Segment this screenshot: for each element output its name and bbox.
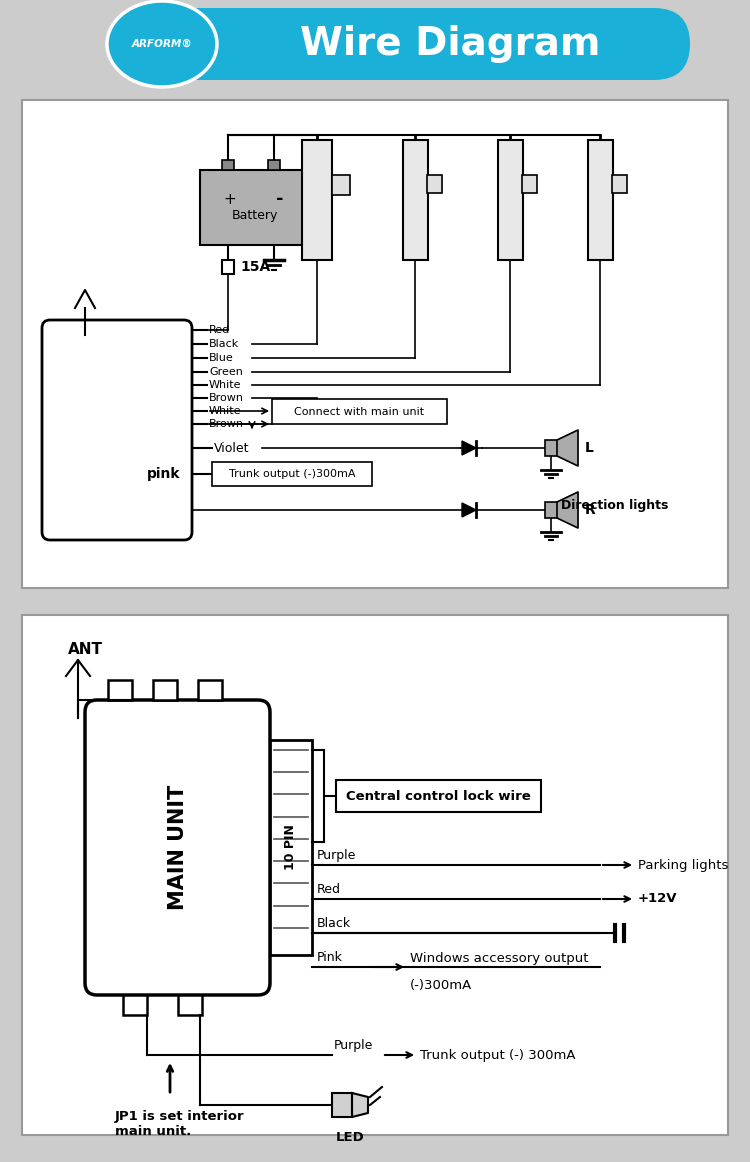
Bar [545,440,557,456]
Bar [403,139,428,260]
Text: Windows accessory output: Windows accessory output [410,952,589,964]
Text: Purple: Purple [334,1039,374,1052]
Bar [153,680,177,700]
Bar [336,780,541,812]
Bar [545,502,557,518]
FancyBboxPatch shape [42,320,192,540]
Bar [268,160,280,170]
Text: LED: LED [336,1131,364,1145]
Bar [332,175,350,195]
Text: Parking lights: Parking lights [638,859,728,872]
Text: Purple: Purple [317,849,356,862]
Text: Central control lock wire: Central control lock wire [346,789,530,803]
Bar [108,680,132,700]
Bar [588,139,613,260]
FancyBboxPatch shape [160,8,690,80]
Bar [222,160,234,170]
Text: ARFORM®: ARFORM® [132,40,192,49]
Bar [198,680,222,700]
Bar [178,995,202,1014]
Bar [200,170,310,245]
FancyBboxPatch shape [85,700,270,995]
Bar [302,139,332,260]
Text: 15A: 15A [240,260,270,274]
Bar [522,175,537,193]
Bar [22,100,728,588]
Bar [612,175,627,193]
Bar [212,462,372,486]
Text: White: White [209,380,242,390]
Text: Red: Red [317,883,341,896]
Text: Red: Red [209,325,230,335]
Text: Trunk output (-) 300mA: Trunk output (-) 300mA [420,1048,575,1062]
Text: +12V: +12V [638,892,677,905]
Polygon shape [462,442,476,456]
Text: White: White [209,406,242,416]
Text: -: - [276,191,284,208]
Text: Violet: Violet [214,442,250,454]
Text: Black: Black [317,917,351,930]
Text: Blue: Blue [209,353,234,363]
Text: Green: Green [209,367,243,376]
Text: Brown: Brown [209,419,244,429]
Bar [332,1093,352,1117]
Bar [270,740,312,955]
Bar [498,139,523,260]
Text: (-)300mA: (-)300mA [410,980,472,992]
Polygon shape [462,503,476,517]
Bar [22,615,728,1135]
Bar [427,175,442,193]
Text: MAIN UNIT: MAIN UNIT [167,784,188,910]
Text: JP1 is set interior
main unit.: JP1 is set interior main unit. [115,1110,244,1138]
Text: Connect with main unit: Connect with main unit [294,407,424,417]
Text: 10 PIN: 10 PIN [284,825,298,870]
Text: Black: Black [209,339,239,349]
Bar [272,399,447,424]
Text: Pink: Pink [317,951,343,964]
Text: ANT: ANT [68,643,103,658]
Ellipse shape [107,1,217,87]
Bar [123,995,147,1014]
Polygon shape [352,1093,368,1117]
Text: Brown: Brown [209,393,244,403]
Text: R: R [585,503,596,517]
Polygon shape [557,492,578,528]
Bar [222,260,234,274]
Text: Wire Diagram: Wire Diagram [300,26,600,63]
Text: L: L [585,442,594,456]
Text: +: + [224,192,236,207]
Text: Trunk output (-)300mA: Trunk output (-)300mA [229,469,356,479]
Text: Direction lights: Direction lights [561,498,669,511]
Text: Battery: Battery [232,209,278,222]
Polygon shape [557,430,578,466]
Text: pink: pink [147,467,181,481]
